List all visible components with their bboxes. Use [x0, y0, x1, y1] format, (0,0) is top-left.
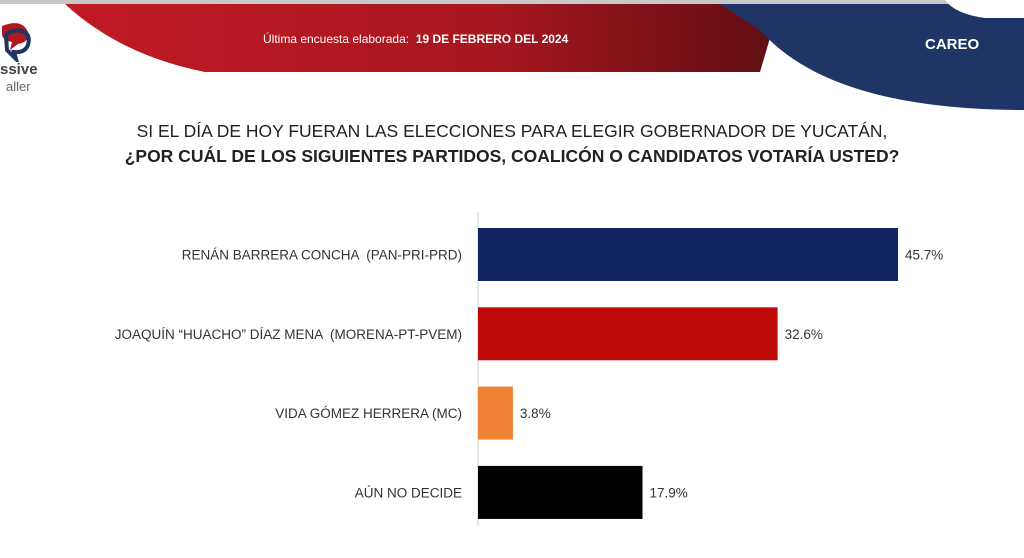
date-value: 19 DE FEBRERO DEL 2024 — [415, 32, 569, 46]
category-label: JOAQUÍN “HUACHO” DÍAZ MENA (MORENA-PT-PV… — [115, 327, 462, 342]
category-label: RENÁN BARRERA CONCHA (PAN-PRI-PRD) — [182, 248, 462, 263]
bar — [478, 307, 778, 361]
navy-banner — [720, 4, 1024, 110]
white-corner — [945, 0, 1024, 18]
logo-subtext: aller — [6, 79, 31, 94]
value-label: 32.6% — [785, 327, 823, 342]
chart-title-line1: SI EL DÍA DE HOY FUERAN LAS ELECCIONES P… — [136, 121, 888, 141]
value-label: 45.7% — [905, 248, 943, 263]
date-prefix: Última encuesta elaborada: — [263, 32, 410, 46]
bar — [478, 465, 643, 519]
chart-title-line2: ¿POR CUÁL DE LOS SIGUIENTES PARTIDOS, CO… — [124, 146, 900, 166]
red-banner — [65, 4, 780, 72]
bar — [478, 228, 898, 281]
logo-text: ssive — [0, 61, 38, 78]
survey-date: Última encuesta elaborada: 19 DE FEBRERO… — [263, 32, 568, 46]
value-label: 17.9% — [650, 485, 688, 500]
logo-icon — [2, 23, 31, 62]
top-divider — [0, 0, 1024, 4]
category-label: VIDA GÓMEZ HERRERA (MC) — [275, 406, 462, 421]
section-title: CAREO — [925, 36, 980, 53]
category-label: AÚN NO DECIDE — [355, 485, 462, 500]
value-label: 3.8% — [520, 406, 551, 421]
bar — [478, 386, 513, 440]
